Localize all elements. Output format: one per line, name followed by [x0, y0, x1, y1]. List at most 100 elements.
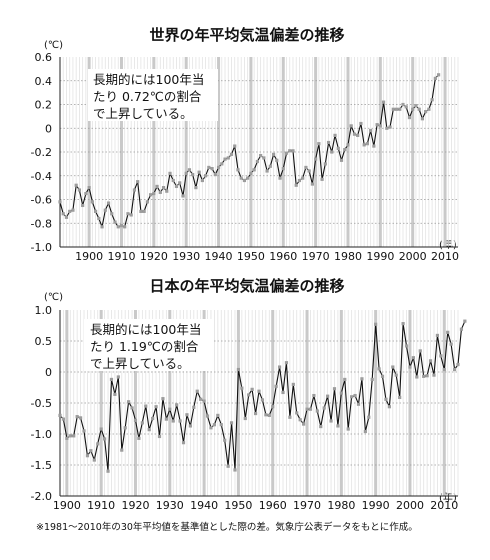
world-data-point	[184, 171, 188, 175]
world-anomaly-series-line	[59, 74, 440, 228]
world-decade-gridline	[281, 57, 285, 247]
japan-data-point	[384, 397, 388, 401]
japan-data-point	[353, 393, 357, 398]
world-data-point	[417, 107, 421, 111]
japan-data-point	[137, 436, 141, 440]
world-data-point	[424, 110, 428, 114]
japan-data-point	[326, 394, 330, 398]
world-data-point	[388, 125, 392, 129]
world-x-tick-label: 1940	[205, 250, 233, 263]
japan-data-point	[418, 349, 422, 353]
japan-data-point	[260, 398, 265, 402]
japan-data-point	[271, 405, 275, 409]
japan-data-point	[247, 393, 251, 397]
world-data-point	[252, 168, 256, 172]
world-data-point	[110, 212, 114, 216]
japan-data-point	[367, 415, 371, 419]
world-y-tick-label: -0.4	[31, 170, 52, 183]
japan-chart-title: 日本の年平均気温偏差の推移	[149, 277, 344, 295]
world-data-point	[339, 158, 344, 162]
japan-data-point	[253, 411, 258, 416]
world-data-point	[174, 184, 179, 189]
world-y-tick-label: 0	[45, 122, 52, 135]
world-data-point	[407, 115, 412, 120]
world-data-point	[239, 176, 243, 180]
japan-data-point	[127, 400, 131, 404]
world-data-point	[77, 188, 82, 192]
world-trend-annotation: 長期的には100年当 たり 0.72℃の割合 で上昇している。	[88, 69, 218, 121]
japan-x-tick-label: 1990	[362, 499, 390, 512]
world-data-point	[381, 100, 386, 104]
japan-data-point	[181, 441, 186, 445]
japan-data-point	[147, 428, 151, 432]
japan-data-point	[439, 354, 443, 358]
world-data-point	[278, 176, 282, 180]
world-data-point	[216, 165, 221, 170]
japan-data-point	[463, 319, 467, 323]
japan-decade-gridline	[305, 310, 309, 496]
world-data-point	[142, 209, 146, 213]
japan-data-point	[322, 406, 326, 410]
world-data-point	[187, 168, 192, 172]
world-data-point	[314, 157, 318, 161]
japan-annotation-line-2: たり 1.19℃の割合	[90, 339, 199, 354]
japan-y-tick-label: -2.0	[31, 490, 52, 503]
japan-x-tick-label: 1920	[121, 499, 149, 512]
japan-y-tick-label: 0.5	[35, 335, 53, 348]
japan-data-point	[401, 322, 405, 326]
japan-data-point	[116, 375, 120, 379]
world-x-tick-label: 1970	[302, 250, 330, 263]
world-data-point	[284, 151, 289, 155]
japan-data-point	[319, 424, 323, 429]
world-data-point	[352, 132, 357, 136]
world-data-point	[220, 162, 224, 166]
world-data-point	[294, 183, 298, 187]
japan-data-point	[380, 374, 385, 378]
japan-x-tick-label: 1960	[259, 499, 287, 512]
japan-data-point	[411, 356, 415, 360]
japan-data-point	[109, 377, 114, 382]
japan-data-point	[113, 392, 117, 396]
world-data-point	[304, 165, 308, 170]
japan-data-point	[216, 413, 220, 417]
japan-data-point	[394, 373, 398, 377]
world-x-tick-label: 2010	[431, 250, 459, 263]
japan-data-point	[360, 377, 364, 381]
japan-data-point	[329, 419, 333, 423]
world-data-point	[161, 186, 166, 190]
world-data-point	[291, 149, 295, 153]
japan-x-tick-label: 1980	[327, 499, 355, 512]
japan-data-point	[446, 330, 450, 334]
world-data-point	[229, 152, 234, 156]
world-data-point	[436, 73, 441, 77]
japan-x-tick-label: 2000	[396, 499, 424, 512]
japan-data-point	[264, 413, 268, 417]
japan-data-point	[422, 374, 426, 378]
world-x-tick-label: 1920	[140, 250, 168, 263]
world-x-tick-label: 1910	[107, 250, 135, 263]
japan-data-point	[257, 389, 261, 393]
world-data-point	[129, 213, 133, 217]
japan-data-point	[274, 384, 278, 388]
japan-data-point	[332, 387, 337, 391]
japan-data-point	[387, 405, 391, 409]
world-data-point	[326, 140, 331, 145]
japan-data-point	[161, 397, 165, 401]
japan-x-tick-label: 2010	[430, 499, 458, 512]
world-data-point	[210, 167, 214, 171]
japan-annotation-background	[84, 319, 214, 371]
japan-data-point	[236, 367, 241, 372]
japan-data-point	[398, 395, 402, 400]
world-data-point	[349, 124, 353, 128]
japan-data-point	[415, 375, 419, 379]
world-data-point	[236, 168, 240, 172]
world-y-tick-label: -0.8	[31, 217, 52, 230]
world-x-tick-label: 1990	[366, 250, 394, 263]
world-data-point	[165, 189, 169, 193]
world-data-point	[71, 208, 75, 212]
japan-data-point	[315, 409, 319, 413]
world-data-point	[155, 184, 159, 189]
japan-data-point	[154, 405, 158, 409]
world-data-point	[375, 123, 379, 127]
world-annotation-line-3: で上昇している。	[93, 106, 193, 121]
